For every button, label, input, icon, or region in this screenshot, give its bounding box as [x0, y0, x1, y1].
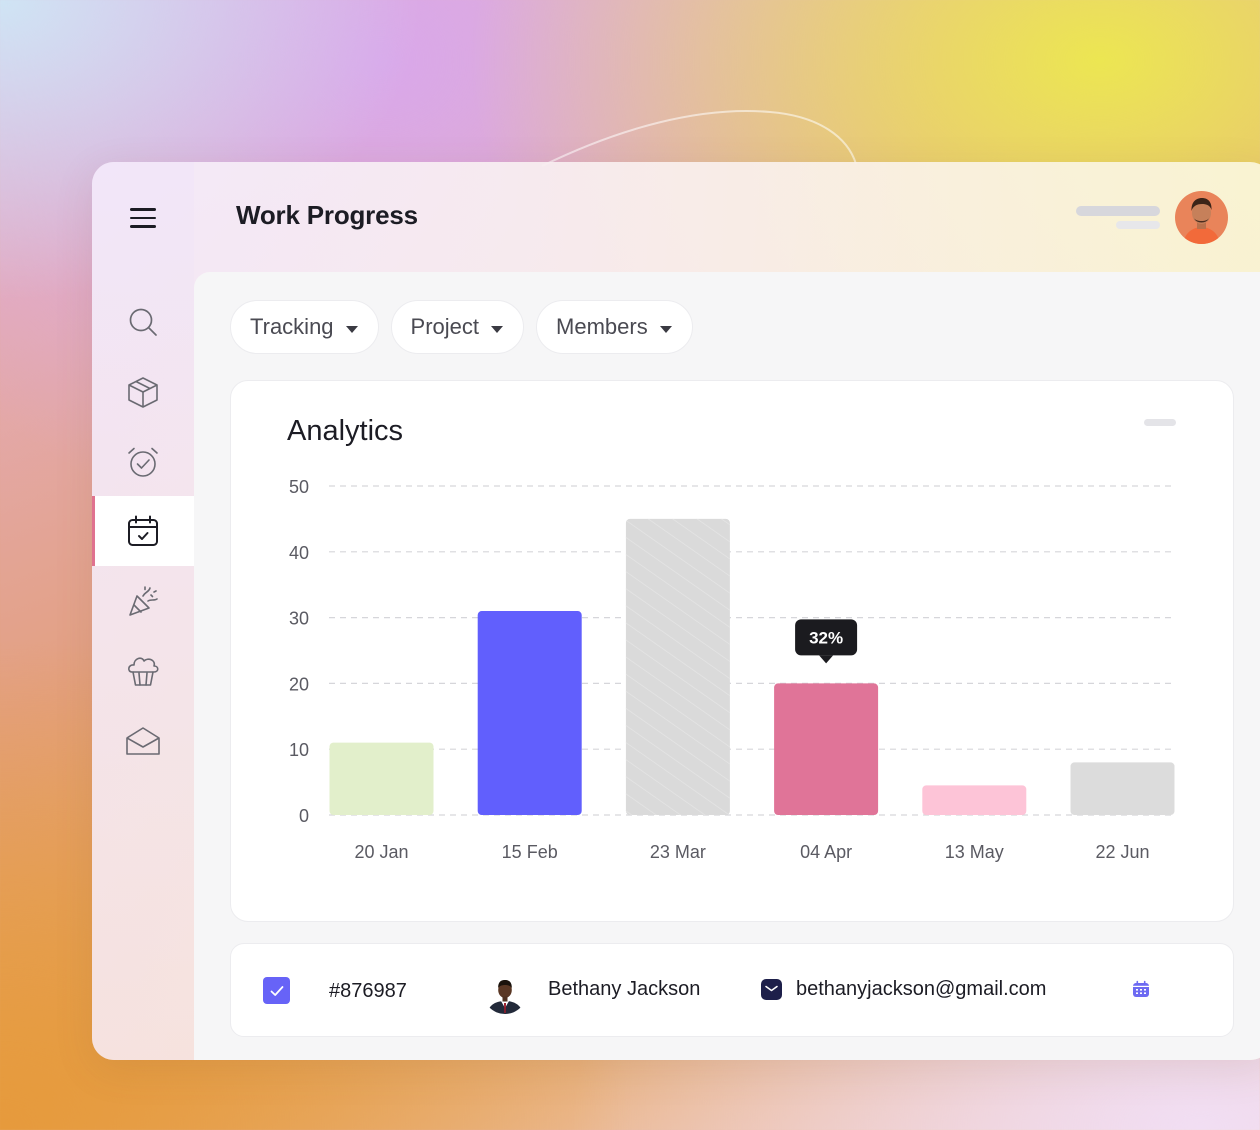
main-content: Tracking Project Members Analytics — [194, 272, 1260, 1060]
card-options-button[interactable] — [1144, 419, 1176, 426]
filter-bar: Tracking Project Members — [230, 300, 693, 354]
mail-icon — [761, 979, 782, 1000]
members-filter-dropdown[interactable]: Members — [536, 300, 693, 354]
sidebar-item-alarm[interactable] — [92, 427, 194, 497]
filter-label: Tracking — [250, 314, 334, 339]
party-popper-icon — [129, 586, 158, 616]
y-tick-label: 40 — [289, 543, 309, 563]
y-tick-label: 50 — [289, 477, 309, 497]
user-avatar[interactable] — [1175, 191, 1228, 244]
bar — [329, 742, 434, 815]
calendar-check-icon — [128, 515, 158, 546]
box-icon — [128, 377, 158, 408]
calendar-icon[interactable] — [1132, 980, 1150, 998]
mail-open-icon — [126, 727, 160, 755]
analytics-title: Analytics — [287, 415, 404, 447]
bar — [922, 785, 1027, 815]
email-link[interactable]: bethanyjackson@gmail.com — [796, 978, 1047, 1000]
y-tick-label: 20 — [289, 674, 309, 694]
y-tick-label: 0 — [299, 806, 309, 826]
tooltip-box — [795, 619, 858, 656]
filter-label: Project — [410, 314, 480, 339]
sidebar-item-party[interactable] — [92, 566, 194, 636]
row-id: #876987 — [329, 980, 407, 1002]
x-tick-label: 20 Jan — [354, 842, 408, 862]
bar — [1070, 762, 1175, 815]
x-tick-label: 13 May — [945, 842, 1004, 862]
table-row[interactable]: #876987 Bethany Jackson bethanyjacks — [230, 943, 1234, 1037]
caret-down-icon — [491, 325, 504, 333]
sidebar — [92, 162, 194, 1060]
page-title: Work Progress — [236, 200, 418, 230]
bar — [477, 611, 582, 815]
person-avatar — [483, 970, 527, 1014]
x-tick-label: 04 Apr — [800, 842, 852, 862]
search-icon — [129, 308, 157, 336]
sidebar-item-cupcake[interactable] — [92, 636, 194, 706]
bar-hatch — [625, 518, 730, 815]
tooltip-pointer — [819, 655, 834, 664]
y-tick-label: 30 — [289, 609, 309, 629]
sidebar-item-calendar[interactable] — [92, 496, 194, 566]
project-filter-dropdown[interactable]: Project — [390, 300, 525, 354]
bar — [774, 683, 879, 815]
x-tick-label: 23 Mar — [650, 842, 706, 862]
cupcake-icon — [128, 657, 159, 686]
x-tick-label: 15 Feb — [502, 842, 558, 862]
sidebar-item-mail[interactable] — [92, 706, 194, 776]
decorative-arc — [541, 110, 857, 167]
sidebar-item-box[interactable] — [92, 357, 194, 427]
caret-down-icon — [345, 325, 358, 333]
analytics-card: Analytics 0 10 20 30 40 50 20 Jan 15 Feb 23 Mar 0… — [230, 380, 1234, 922]
filter-label: Members — [556, 314, 648, 339]
menu-icon[interactable] — [130, 208, 156, 228]
check-icon — [270, 985, 283, 996]
y-tick-label: 10 — [289, 740, 309, 760]
alarm-clock-icon — [128, 447, 158, 477]
tracking-filter-dropdown[interactable]: Tracking — [230, 300, 379, 354]
x-tick-label: 22 Jun — [1095, 842, 1149, 862]
bar-chart: 0 10 20 30 40 50 20 Jan 15 Feb 23 Mar 04 Apr 32% 13… — [289, 477, 1176, 862]
app-window: Work Progress Tracking Project Members — [92, 162, 1260, 1060]
row-checkbox[interactable] — [263, 977, 290, 1004]
caret-down-icon — [659, 325, 672, 333]
sidebar-item-search[interactable] — [92, 287, 194, 357]
person-name: Bethany Jackson — [548, 978, 701, 1000]
tooltip-text: 32% — [809, 628, 843, 647]
user-info-placeholder — [1076, 206, 1160, 229]
